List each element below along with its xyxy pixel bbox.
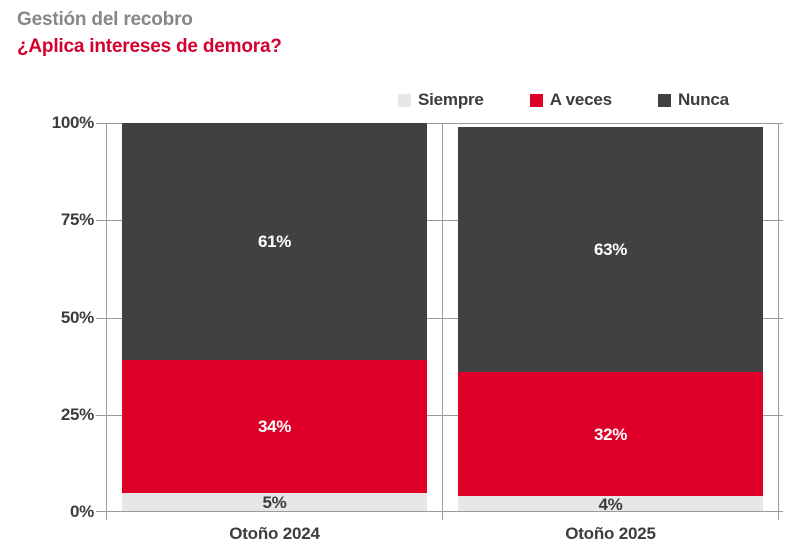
legend-item: Nunca — [657, 90, 729, 110]
bar-segment-siempre: 4% — [458, 494, 763, 514]
ytick-label-75: 75% — [60, 210, 94, 229]
chart-title: ¿Aplica intereses de demora? — [17, 36, 282, 57]
segment-value-label: 34% — [257, 416, 292, 436]
segment-value-label: 5% — [262, 492, 287, 512]
legend-swatch-icon — [657, 93, 671, 107]
segment-value-label: 63% — [593, 239, 628, 259]
segment-value-label: 32% — [593, 424, 628, 444]
ytick-label-100: 100% — [51, 113, 95, 132]
ytick-label-25: 25% — [60, 405, 94, 424]
gridline-50 — [96, 318, 783, 319]
x-axis-label: Otoño 2024 — [229, 524, 320, 543]
legend-label: Nunca — [677, 90, 729, 109]
bar-segment-nunca: 61% — [122, 123, 427, 361]
bar-segment-a-veces: 32% — [458, 371, 763, 497]
legend-item: Siempre — [398, 90, 484, 110]
bar-segment-siempre: 5% — [122, 492, 427, 512]
segment-value-label: 4% — [598, 494, 623, 514]
legend-label: A veces — [549, 90, 612, 109]
legend-swatch-icon — [529, 93, 543, 107]
gridline-100 — [96, 123, 783, 124]
category-divider-line — [442, 123, 443, 520]
legend-swatch-icon — [398, 93, 411, 107]
chart-kicker: Gestión del recobro — [17, 9, 193, 30]
gridline-75 — [96, 220, 783, 221]
legend-label: Siempre — [418, 90, 484, 109]
segment-value-label: 61% — [257, 232, 292, 252]
plot-right-line — [778, 123, 779, 520]
bar-segment-a-veces: 34% — [122, 360, 427, 493]
ytick-label-50: 50% — [60, 308, 94, 327]
bar-segment-nunca: 63% — [458, 126, 763, 372]
gridline-25 — [96, 415, 783, 416]
ytick-label-0: 0% — [70, 502, 94, 521]
chart-legend: Siempre A veces Nunca — [398, 90, 729, 110]
x-axis-label: Otoño 2025 — [565, 524, 656, 543]
gridline-0 — [96, 511, 783, 512]
y-axis-line — [106, 123, 107, 520]
legend-item: A veces — [529, 90, 612, 110]
